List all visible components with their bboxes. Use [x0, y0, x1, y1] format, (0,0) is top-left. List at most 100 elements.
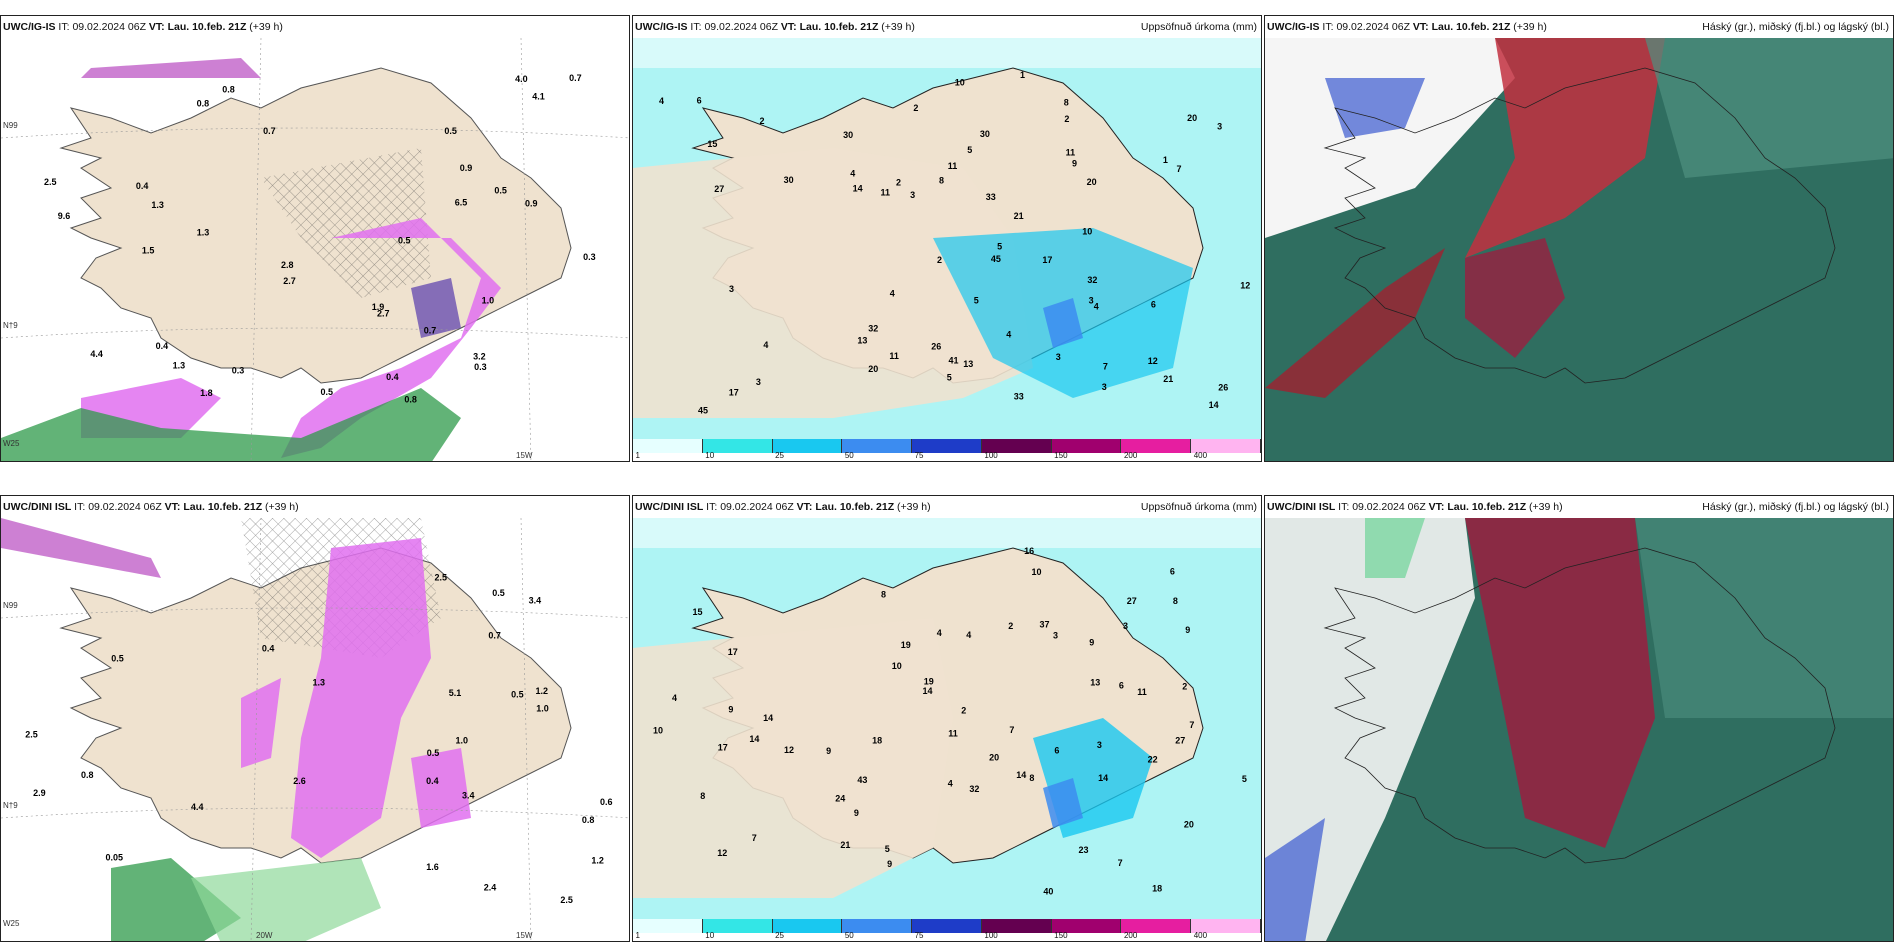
- model-name: UWC/DINI ISL: [635, 501, 704, 513]
- precip-value-label: 2: [913, 103, 918, 113]
- precip-value-label: 43: [857, 775, 867, 785]
- precip-value-label: 40: [1043, 887, 1053, 897]
- precip-value-label: 17: [729, 387, 739, 397]
- precip-value-label: 0.5: [427, 748, 440, 758]
- precip-value-label: 5: [1242, 774, 1247, 784]
- precip-value-label: 8: [1029, 773, 1034, 783]
- colorbar-swatch: [633, 919, 703, 933]
- precip-value-label: 1.3: [173, 361, 186, 371]
- precip-value-label: 12: [717, 848, 727, 858]
- precip-value-label: 1.6: [426, 862, 439, 872]
- precip-value-label: 1.5: [142, 246, 155, 256]
- precip-value-label: 19: [924, 676, 934, 686]
- precip-value-label: 7: [752, 833, 757, 843]
- vt-label: VT:: [148, 21, 165, 33]
- precip-value-label: 17: [718, 742, 728, 752]
- precip-value-label: 0.4: [156, 341, 169, 351]
- valid-time: Lau. 10.feb. 21Z: [799, 21, 879, 33]
- precip-value-label: 20: [1187, 113, 1197, 123]
- precip-value-label: 4: [763, 340, 768, 350]
- precip-value-label: 0.5: [494, 185, 507, 195]
- precip-value-label: 12: [784, 745, 794, 755]
- precip-colorbar: 1 10 25 50 75 100 150 200 400: [633, 919, 1261, 941]
- precip-value-label: 6: [1151, 300, 1156, 310]
- it-label: IT:: [1322, 21, 1334, 33]
- colorbar-swatch: [772, 919, 843, 933]
- precip-value-label: 0.5: [111, 654, 124, 664]
- precip-value-label: 2: [760, 116, 765, 126]
- precip-value-label: 0.7: [488, 630, 501, 640]
- colorbar-tick-label: 400: [1193, 451, 1208, 460]
- precip-value-label: 2.6: [293, 776, 306, 786]
- precip-value-label: 1.0: [536, 704, 549, 714]
- colorbar-tick-label: 150: [1054, 451, 1068, 460]
- precip-value-label: 13: [963, 359, 973, 369]
- panel-header: UWC/IG-IS IT: 09.02.2024 06Z VT: Lau. 10…: [1, 16, 629, 38]
- precip-value-label: 14: [923, 686, 933, 696]
- colorbar-swatch: [772, 439, 843, 453]
- precip-value-label: 11: [881, 187, 891, 197]
- precip-value-label: 26: [1218, 383, 1228, 393]
- precip-value-label: 14: [1098, 773, 1108, 783]
- precip-value-label: 11: [1137, 687, 1147, 697]
- colorbar-swatch: [1051, 439, 1122, 453]
- precip-value-label: 2.7: [283, 276, 296, 286]
- map-panel-ig-is-cloud-cover: UWC/IG-IS IT: 09.02.2024 06Z VT: Lau. 10…: [1264, 15, 1894, 462]
- panel-title: Uppsöfnuð úrkoma (mm): [1140, 501, 1257, 513]
- valid-time: Lau. 10.feb. 21Z: [815, 501, 895, 513]
- precip-value-label: 0.4: [426, 776, 439, 786]
- precip-value-label: 4: [850, 168, 855, 178]
- precip-value-label: 12: [1240, 280, 1250, 290]
- precip-value-label: 13: [1090, 677, 1100, 687]
- precip-value-label: 11: [889, 351, 899, 361]
- precip-value-label: 9: [728, 704, 733, 714]
- colorbar-tick-label: 400: [1193, 931, 1208, 940]
- precip-value-label: 9: [887, 859, 892, 869]
- precip-value-label: 2: [961, 706, 966, 716]
- precip-value-label: 0.5: [492, 588, 505, 598]
- colorbar-tick-label: 1: [635, 451, 640, 460]
- precip-value-label: 5.1: [449, 688, 462, 698]
- precip-value-label: 1.0: [482, 296, 495, 306]
- precip-value-label: 2.5: [25, 730, 38, 740]
- precip-value-label: 33: [986, 192, 996, 202]
- precip-value-label: 2.5: [435, 573, 448, 583]
- precip-value-label: 21: [1163, 374, 1173, 384]
- panel-header: UWC/IG-IS IT: 09.02.2024 06Z VT: Lau. 10…: [633, 16, 1261, 38]
- panel-title: Háský (gr.), miðský (fj.bl.) og lágský (…: [1702, 501, 1889, 513]
- precip-value-label: 21: [840, 840, 850, 850]
- precip-value-label: 5: [974, 296, 979, 306]
- lon-label: 20W: [256, 931, 273, 940]
- cloud-cover-map: [1265, 518, 1893, 941]
- precip-value-label: 4: [966, 630, 971, 640]
- it-label: IT:: [58, 21, 70, 33]
- precip-value-label: 0.6: [600, 797, 613, 807]
- precip-value-label: 17: [728, 647, 738, 657]
- precip-value-label: 5: [967, 145, 972, 155]
- precip-value-label: 7: [1118, 858, 1123, 868]
- precip-value-label: 10: [1032, 567, 1042, 577]
- precip-value-label: 2: [937, 255, 942, 265]
- map-panel-dini-cloud-cover: UWC/DINI ISL IT: 09.02.2024 06Z VT: Lau.…: [1264, 495, 1894, 942]
- panel-header: UWC/DINI ISL IT: 09.02.2024 06Z VT: Lau.…: [633, 496, 1261, 518]
- colorbar-swatch: [702, 439, 773, 453]
- precip-value-label: 32: [969, 784, 979, 794]
- it-label: IT:: [706, 501, 718, 513]
- precip-value-label: 3: [1056, 352, 1061, 362]
- precip-value-label: 37: [1040, 620, 1050, 630]
- precip-value-label: 17: [1042, 255, 1052, 265]
- precip-value-label: 6.5: [455, 197, 468, 207]
- init-time: 09.02.2024 06Z: [704, 21, 778, 33]
- precip-value-label: 0.3: [232, 366, 245, 376]
- lead-time: (+39 h): [249, 21, 283, 33]
- precip-value-label: 30: [843, 130, 853, 140]
- colorbar-tick-label: 50: [844, 931, 854, 940]
- precip-value-label: 14: [749, 734, 759, 744]
- precip-value-label: 3: [1217, 122, 1222, 132]
- precip-value-label: 8: [881, 590, 886, 600]
- vt-label: VT:: [1428, 501, 1445, 513]
- precip-value-label: 8: [1064, 98, 1069, 108]
- precip-value-label: 2.4: [484, 883, 497, 893]
